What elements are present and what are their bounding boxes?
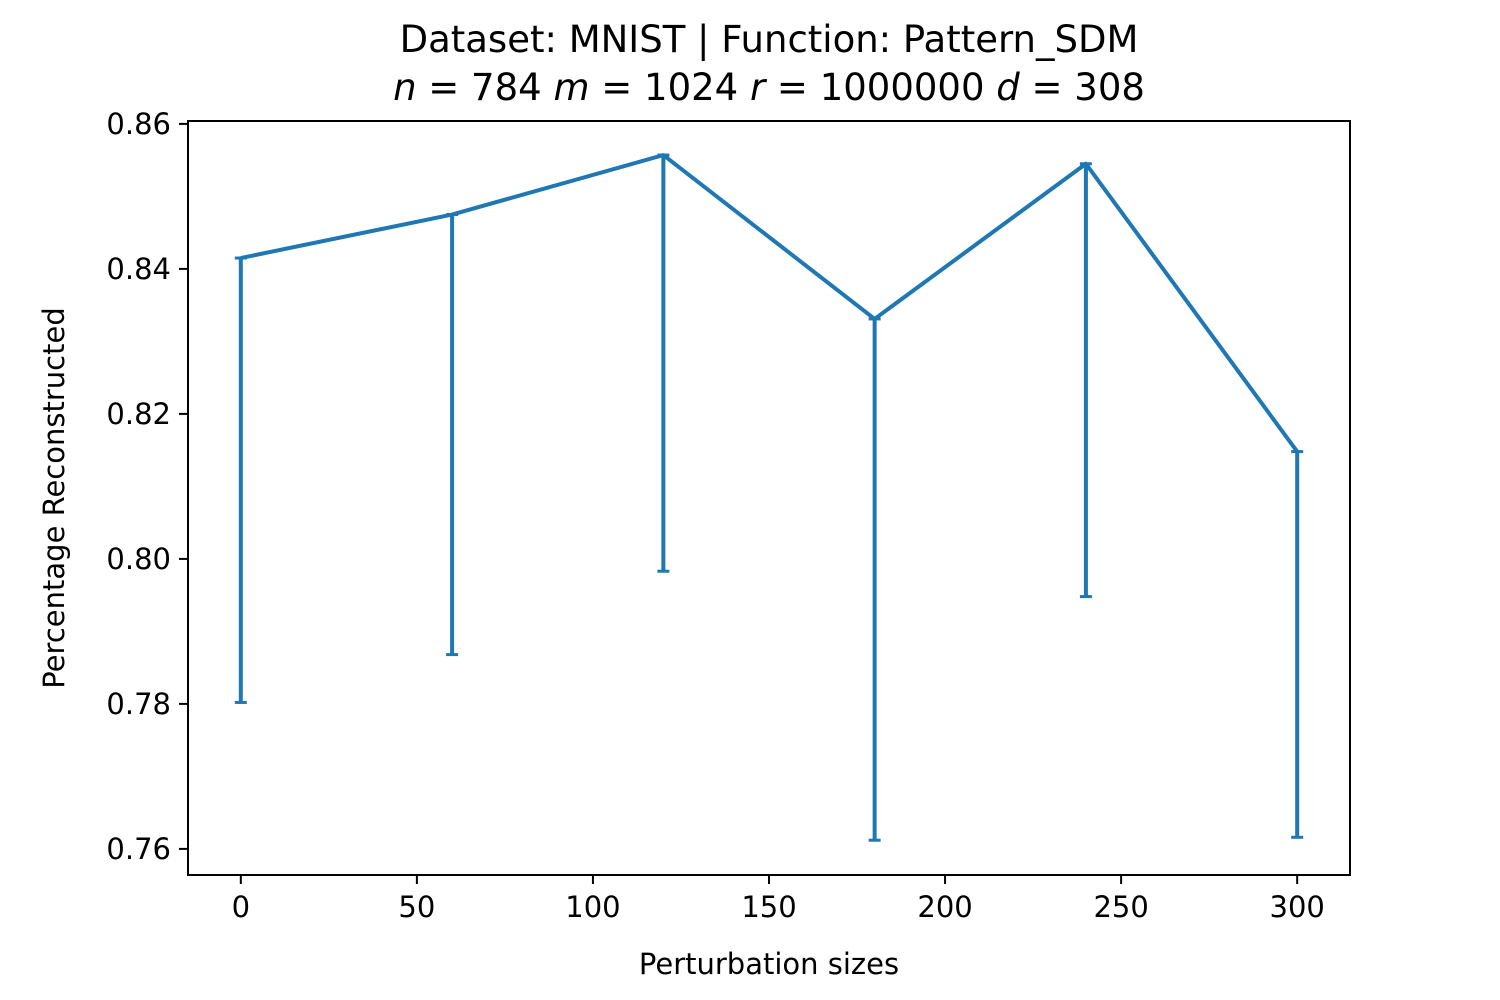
- y-tick-label: 0.80: [106, 542, 171, 576]
- series-line: [240, 153, 1299, 453]
- y-tick-label: 0.76: [106, 832, 171, 866]
- x-axis-label: Perturbation sizes: [639, 947, 899, 981]
- subtitle-part: = 784: [417, 66, 554, 109]
- y-axis: 0.76 0.78 0.80 0.82 0.84 0.86: [106, 107, 188, 866]
- x-tick-label: 200: [917, 890, 972, 924]
- chart-subtitle: n = 784 m = 1024 r = 1000000 d = 308: [393, 66, 1145, 109]
- y-axis-label: Percentage Reconstructed: [37, 307, 71, 688]
- subtitle-part: n: [393, 66, 416, 109]
- subtitle-part: = 308: [1020, 66, 1145, 109]
- y-tick-label: 0.86: [106, 107, 171, 141]
- subtitle-part: = 1000000: [765, 66, 996, 109]
- subtitle-part: m: [553, 66, 589, 109]
- axes-frame: [187, 120, 1351, 876]
- subtitle-part: d: [996, 66, 1020, 109]
- subtitle-part: = 1024: [590, 66, 750, 109]
- x-axis: 0 50 100 150 200 250 300: [232, 875, 1325, 924]
- y-tick-label: 0.82: [106, 397, 171, 431]
- x-tick-label: 0: [232, 890, 250, 924]
- x-tick-label: 300: [1270, 890, 1325, 924]
- x-tick-label: 50: [398, 890, 435, 924]
- x-tick-label: 250: [1093, 890, 1148, 924]
- chart-title: Dataset: MNIST | Function: Pattern_SDM: [400, 18, 1139, 61]
- subtitle-part: r: [750, 66, 768, 109]
- plot-area: [234, 153, 1304, 842]
- y-tick-label: 0.78: [106, 687, 171, 721]
- y-tick-label: 0.84: [106, 252, 171, 286]
- x-tick-label: 100: [565, 890, 620, 924]
- x-tick-label: 150: [741, 890, 796, 924]
